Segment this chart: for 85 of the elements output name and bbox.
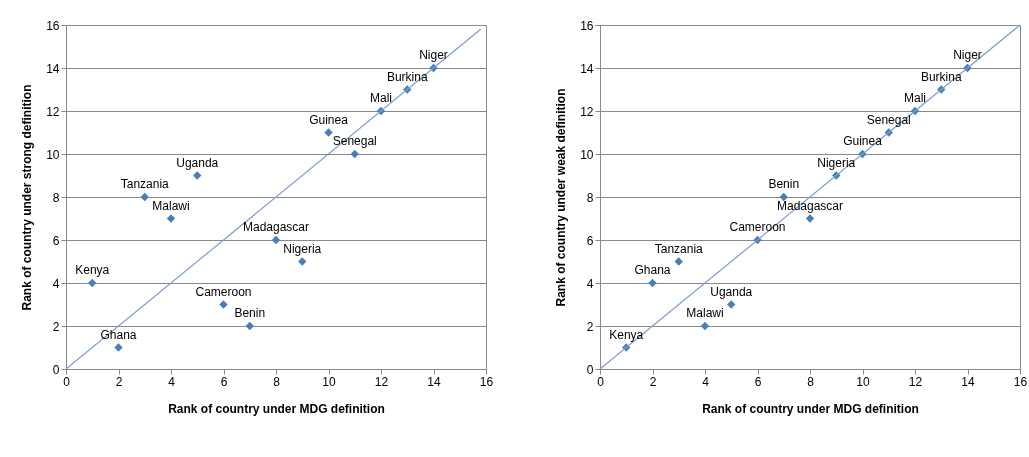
annotation: Malawi (686, 306, 724, 320)
point (324, 128, 333, 137)
annotation: Niger (419, 48, 448, 62)
x-tick-label: 12 (908, 374, 923, 389)
y-tick-label: 14 (580, 61, 594, 76)
x-tick-label: 14 (961, 374, 975, 389)
point (245, 321, 254, 331)
annotation: Benin (768, 177, 800, 191)
annotation: Mali (369, 91, 393, 105)
point (727, 300, 736, 309)
point (88, 278, 97, 288)
x-tick-label: 6 (754, 374, 762, 389)
point (219, 300, 228, 309)
x-axis-title: Rank of country under MDG definition (168, 401, 385, 416)
annotation: Burkina (386, 69, 428, 84)
annotation: Kenya (75, 263, 110, 277)
annotation: Niger (953, 48, 982, 62)
x-tick-label: 0 (63, 374, 71, 389)
annotation: Mali (903, 91, 927, 105)
annotation: Guinea (843, 134, 883, 148)
annotation: Ghana (100, 327, 137, 342)
x-tick-label: 2 (115, 374, 123, 389)
annotation: Kenya (609, 327, 644, 342)
x-tick-label: 8 (807, 374, 815, 389)
annotation: Nigeria (283, 241, 322, 256)
annotation: Madagascar (242, 220, 310, 234)
y-tick-label: 10 (46, 147, 60, 162)
annotation: Madagascar (776, 198, 844, 213)
x-tick-label: 10 (322, 374, 336, 389)
y-tick-label: 2 (586, 319, 594, 334)
y-tick-label: 6 (52, 233, 60, 248)
point (700, 321, 710, 331)
y-tick-label: 2 (52, 319, 60, 334)
y-tick-label: 16 (580, 18, 594, 33)
annotation: Ghana (634, 263, 671, 277)
point (805, 214, 815, 223)
x-tick-label: 8 (273, 374, 281, 389)
point (298, 257, 307, 266)
annotation: Cameroon (729, 220, 786, 234)
annotation: Uganda (710, 284, 753, 299)
x-tick-label: 2 (649, 374, 657, 389)
annotation: Senegal (866, 112, 911, 127)
annotation: Uganda (176, 155, 219, 170)
point (674, 257, 683, 266)
annotation: Guinea (309, 112, 349, 127)
x-tick-label: 10 (856, 374, 870, 389)
point (271, 235, 281, 245)
y-tick-label: 8 (52, 190, 60, 205)
annotation: Cameroon (195, 284, 252, 299)
x-tick-label: 4 (168, 374, 176, 389)
x-tick-label: 16 (1013, 374, 1028, 389)
y-tick-label: 10 (580, 147, 594, 162)
annotation: Burkina (920, 69, 962, 84)
y-axis-title: Rank of country under strong definition (20, 84, 35, 311)
y-tick-label: 4 (586, 276, 594, 291)
point (140, 192, 149, 202)
annotation: Tanzania (120, 177, 170, 191)
point (166, 214, 176, 223)
x-tick-label: 14 (427, 374, 441, 389)
annotation: Malawi (152, 198, 190, 213)
y-axis-title: Rank of country under weak definition (554, 88, 569, 307)
point (648, 278, 657, 288)
y-tick-label: 14 (46, 61, 60, 76)
annotation: Tanzania (654, 241, 704, 256)
annotation: Nigeria (817, 155, 856, 170)
x-axis-title: Rank of country under MDG definition (702, 401, 919, 416)
annotation: Senegal (332, 134, 377, 148)
x-tick-label: 6 (220, 374, 228, 389)
x-tick-label: 12 (374, 374, 389, 389)
point (114, 343, 123, 352)
y-tick-label: 16 (46, 18, 60, 33)
y-tick-label: 12 (46, 104, 60, 119)
point (350, 149, 359, 159)
x-tick-label: 0 (597, 374, 605, 389)
point (779, 192, 788, 202)
y-tick-label: 0 (586, 362, 594, 377)
y-tick-label: 6 (586, 233, 594, 248)
y-tick-label: 4 (52, 276, 60, 291)
annotation: Benin (234, 306, 266, 320)
x-tick-label: 4 (702, 374, 710, 389)
x-tick-label: 16 (479, 374, 494, 389)
y-tick-label: 12 (580, 104, 594, 119)
y-tick-label: 8 (586, 190, 594, 205)
point (193, 171, 202, 180)
y-tick-label: 0 (52, 362, 60, 377)
